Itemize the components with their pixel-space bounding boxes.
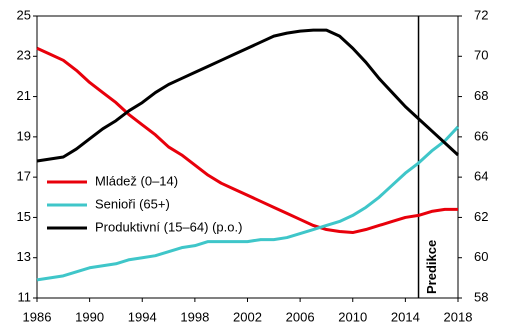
- y-tick-label: 21: [17, 88, 31, 103]
- y-tick-label: 23: [17, 48, 31, 63]
- series-line: [36, 46, 458, 235]
- legend-label: Produktivní (15–64) (p.o.): [95, 219, 242, 234]
- series-line: [36, 28, 460, 163]
- x-tick-label: 2014: [391, 309, 420, 324]
- x-tick-label: 2010: [338, 309, 367, 324]
- x-tick-label: 1998: [180, 309, 209, 324]
- y-tick-label: 17: [17, 169, 31, 184]
- annotation: Predikce: [424, 240, 439, 294]
- x-tick-label: 1986: [23, 309, 52, 324]
- x-tick-label: 1990: [75, 309, 104, 324]
- y2-tick-label: 66: [474, 128, 488, 143]
- y2-tick-label: 72: [474, 7, 488, 22]
- legend-label: Senioři (65+): [95, 196, 170, 211]
- y2-tick-label: 60: [474, 249, 488, 264]
- y-tick-label: 11: [18, 289, 32, 304]
- plot-frame: [36, 15, 459, 299]
- y2-tick-label: 70: [474, 48, 488, 63]
- legend-label: Mládež (0–14): [95, 173, 178, 188]
- y2-tick-label: 58: [474, 289, 488, 304]
- y2-tick-label: 64: [474, 169, 488, 184]
- x-tick-label: 2006: [286, 309, 315, 324]
- y2-tick-label: 68: [474, 88, 488, 103]
- y-tick-label: 19: [17, 128, 31, 143]
- series-line: [36, 125, 460, 282]
- y-tick-label: 15: [17, 209, 31, 224]
- x-tick-label: 1994: [128, 309, 157, 324]
- y-tick-label: 25: [17, 7, 31, 22]
- x-tick-label: 2002: [233, 309, 262, 324]
- y-tick-label: 13: [17, 249, 31, 264]
- x-tick-label: 2018: [444, 309, 473, 324]
- y2-tick-label: 62: [474, 209, 488, 224]
